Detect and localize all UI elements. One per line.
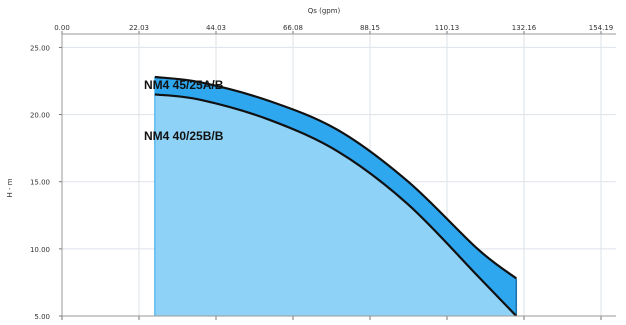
- axes: 0.00 22.03 44.03 66.08 88.15 110.13 132.16 154.…: [30, 24, 616, 321]
- curve-nm4-45-25a-b: [154, 75, 517, 280]
- top-tick-label: 110.13: [435, 24, 460, 32]
- y-tick-label: 10.00: [30, 246, 50, 254]
- y-tick-label: 20.00: [30, 112, 50, 120]
- curve-nm4-40-25b-b: [154, 93, 518, 317]
- series-curves: [154, 75, 518, 317]
- top-tick-label: 66.08: [283, 24, 303, 32]
- area-fills: [154, 76, 518, 316]
- y-tick-label: 15.00: [30, 179, 50, 187]
- top-tick-label: 88.15: [360, 24, 380, 32]
- area-under-lower-curve: [154, 94, 517, 316]
- series-label-nm4-45-25a-b: NM4 45/25A/B: [144, 78, 224, 92]
- y-axis-title: H - m: [6, 178, 14, 197]
- y-tick-label: 5.00: [34, 313, 50, 321]
- series-label-nm4-40-25b-b: NM4 40/25B/B: [144, 129, 224, 143]
- top-axis-title: Qs (gpm): [308, 7, 341, 15]
- top-tick-label: 132.16: [512, 24, 537, 32]
- y-tick-label: 25.00: [30, 44, 50, 52]
- top-tick-label: 154.19: [589, 24, 614, 32]
- top-tick-label: 0.00: [54, 24, 70, 32]
- top-tick-label: 22.03: [129, 24, 149, 32]
- top-tick-label: 44.03: [206, 24, 226, 32]
